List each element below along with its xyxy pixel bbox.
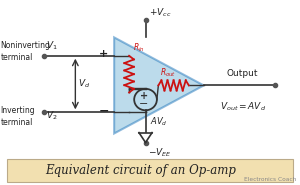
- Text: $+V_{cc}$: $+V_{cc}$: [148, 6, 171, 19]
- Text: $V_{out} = AV_d$: $V_{out} = AV_d$: [220, 101, 266, 113]
- Text: $V_2$: $V_2$: [46, 110, 58, 122]
- Text: $AV_d$: $AV_d$: [150, 115, 168, 128]
- Text: $R_{out}$: $R_{out}$: [160, 67, 176, 79]
- Text: $-V_{EE}$: $-V_{EE}$: [148, 147, 172, 159]
- Text: +: +: [140, 91, 148, 101]
- Text: −: −: [139, 99, 149, 109]
- Text: $V_1$: $V_1$: [46, 40, 58, 52]
- Text: Inverting
terminal: Inverting terminal: [1, 106, 35, 127]
- Text: $V_d$: $V_d$: [78, 78, 91, 90]
- Text: −: −: [98, 104, 109, 117]
- Polygon shape: [114, 37, 204, 133]
- FancyBboxPatch shape: [7, 159, 293, 182]
- Text: $R_{in}$: $R_{in}$: [133, 42, 145, 54]
- Text: Noninverting
terminal: Noninverting terminal: [1, 41, 51, 62]
- Text: +: +: [99, 49, 108, 59]
- Text: Equivalent circuit of an Op-amp: Equivalent circuit of an Op-amp: [46, 164, 236, 177]
- Text: Electronics Coach: Electronics Coach: [244, 177, 296, 182]
- Text: Output: Output: [227, 69, 258, 78]
